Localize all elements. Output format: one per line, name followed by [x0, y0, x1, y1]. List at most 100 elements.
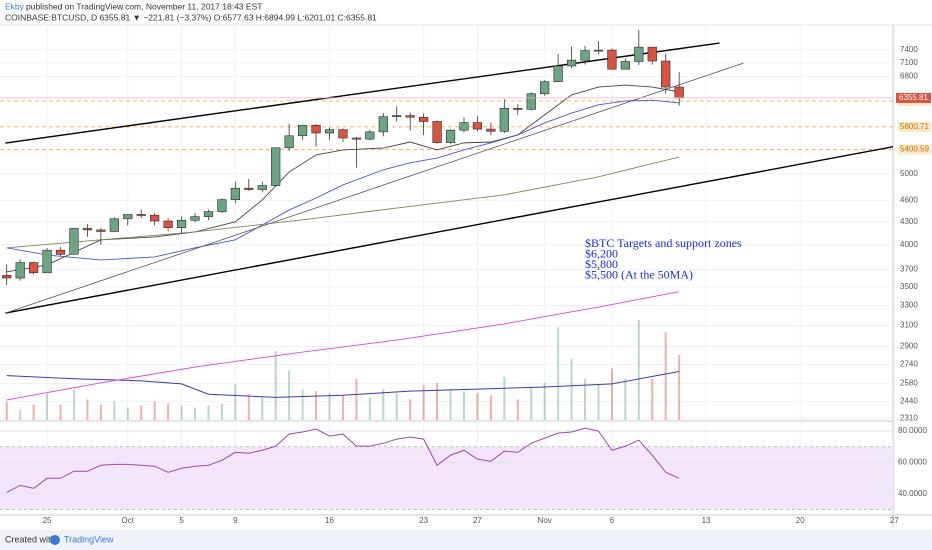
volume-bar — [489, 395, 492, 420]
volume-bar — [301, 389, 304, 420]
volume-bar — [449, 389, 452, 420]
candle-body — [365, 131, 375, 140]
volume-bar — [99, 404, 102, 420]
candle-body — [96, 229, 106, 232]
y-tick-label: 2440 — [900, 396, 918, 405]
level-label-bg — [898, 144, 931, 155]
candle-body — [647, 46, 657, 62]
candle-body — [499, 108, 509, 132]
logo — [50, 535, 60, 545]
annotation: $6,200 — [585, 247, 618, 261]
volume-bar — [315, 391, 318, 420]
x-tick-label: 16 — [325, 516, 334, 525]
footer-bar — [0, 530, 932, 550]
candle-body — [540, 81, 550, 95]
volume-bar — [584, 378, 587, 420]
x-tick-label: 9 — [233, 516, 238, 525]
level-label-bg — [898, 121, 931, 132]
candle-body — [163, 220, 173, 228]
annotation: $5,500 (At the 50MA) — [585, 268, 693, 282]
y-tick-label: 4300 — [900, 217, 918, 226]
candle-body — [634, 46, 644, 62]
candle-body — [593, 49, 604, 52]
footer-brand[interactable]: TradingView — [64, 534, 114, 544]
rsi-band — [0, 446, 893, 510]
y-tick-label: 2740 — [900, 360, 918, 369]
candle-body — [109, 218, 119, 232]
candle-body — [217, 199, 227, 212]
moving-average — [6, 99, 680, 261]
volume-bar — [167, 403, 170, 420]
volume-bar — [274, 350, 277, 420]
volume-bar — [651, 378, 654, 420]
candle-body — [123, 214, 133, 220]
candle-body — [150, 214, 160, 222]
volume-bar — [557, 327, 560, 420]
candle-body — [513, 108, 523, 110]
volume-bar — [503, 376, 506, 420]
candle-body — [15, 262, 25, 279]
published: published on TradingView.com, November 1… — [26, 1, 262, 11]
volume-bar — [610, 368, 613, 420]
candle-body — [661, 60, 671, 88]
candle-body — [405, 115, 415, 118]
candle-body — [257, 185, 267, 190]
candle-body — [607, 49, 617, 70]
x-tick-label: 27 — [473, 516, 482, 525]
volume-bar — [32, 404, 35, 420]
x-tick-label: 23 — [419, 516, 428, 525]
last-price-label: 6355.81 — [899, 93, 928, 102]
footer-created: Created with — [5, 534, 56, 544]
volume-bar — [543, 382, 546, 420]
volume-bar — [261, 397, 264, 420]
volume-bar — [247, 394, 250, 420]
level-label: 5800.71 — [900, 122, 929, 131]
candle-body — [419, 116, 429, 122]
candle-body — [486, 128, 496, 132]
candle-body — [203, 211, 214, 217]
candle-body — [311, 124, 321, 134]
candle-body — [271, 147, 281, 186]
x-tick-label: 27 — [890, 516, 899, 525]
candle-body — [176, 219, 187, 228]
candle-body — [190, 216, 200, 221]
y-tick-label: 6800 — [900, 72, 918, 81]
x-tick-label: 25 — [43, 516, 52, 525]
x-tick-label: 6 — [610, 516, 615, 525]
volume-bar — [5, 401, 8, 420]
trendline — [5, 42, 720, 144]
volume-bar — [395, 393, 398, 420]
volume-bar — [113, 401, 116, 420]
last-price-bg — [896, 92, 931, 103]
candle-body — [284, 135, 294, 149]
volume-bar — [382, 389, 385, 420]
y-tick-label: 3700 — [900, 264, 918, 273]
volume-bar — [678, 355, 681, 420]
y-tick-label: 2580 — [900, 379, 918, 388]
y-tick-label: 7100 — [900, 58, 918, 67]
candle-body — [580, 50, 590, 61]
candle-body — [620, 61, 630, 70]
candle-body — [351, 137, 361, 140]
volume-bar — [462, 391, 465, 420]
rsi-line — [6, 427, 680, 493]
volume-bar — [126, 407, 129, 420]
volume-bar — [72, 389, 75, 420]
candle-body — [297, 124, 308, 137]
candle-body — [432, 121, 442, 143]
volume-bar — [288, 370, 291, 420]
x-tick-label: Nov — [538, 516, 552, 525]
rsi-tick-label: 80.0000 — [898, 426, 927, 435]
author[interactable]: Ekby — [5, 1, 25, 11]
candle-body — [42, 249, 52, 274]
candle-body — [459, 122, 469, 131]
volume-bar — [409, 399, 412, 420]
candle-body — [230, 187, 240, 200]
volume-ma-line — [6, 371, 680, 398]
candle-body — [55, 249, 66, 255]
volume-bar — [46, 394, 49, 420]
y-tick-label: 2900 — [900, 342, 918, 351]
rsi-tick-label: 40.0000 — [898, 489, 927, 498]
y-tick-label: 3500 — [900, 282, 918, 291]
